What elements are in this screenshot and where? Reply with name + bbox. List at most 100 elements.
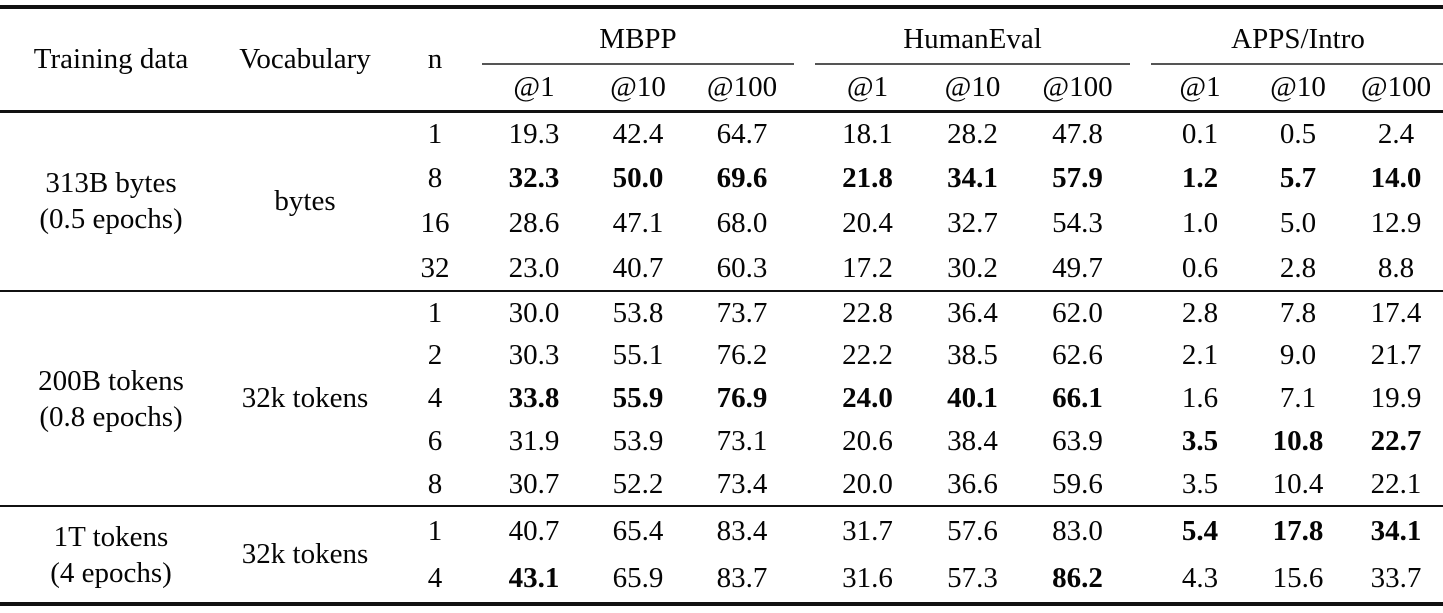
score-cell: 73.7 xyxy=(716,296,768,329)
score-cell: 15.6 xyxy=(1272,562,1324,594)
table-row: 4 43.1 65.9 83.7 31.6 57.3 86.2 4.3 15.6 33.7 xyxy=(0,555,1443,604)
header-gap xyxy=(794,7,815,111)
score-cell: 83.4 xyxy=(716,514,768,547)
score-cell: 66.1 xyxy=(1052,382,1103,414)
score-cell: 83.0 xyxy=(1052,514,1103,547)
score-cell: 7.1 xyxy=(1279,382,1317,414)
training-data-line: (4 epochs) xyxy=(50,556,172,589)
score-cell: 38.4 xyxy=(947,425,998,457)
n-cell: 1 xyxy=(427,514,443,547)
column-gap xyxy=(794,111,815,156)
score-cell: 22.8 xyxy=(842,296,893,329)
col-header-training-data: Training data xyxy=(33,42,189,75)
score-cell: 24.0 xyxy=(842,382,893,414)
score-cell: 34.1 xyxy=(947,162,998,194)
score-cell: 18.1 xyxy=(842,117,893,150)
column-gap xyxy=(1130,463,1151,506)
n-cell: 8 xyxy=(427,162,443,194)
column-gap xyxy=(1130,246,1151,291)
column-gap xyxy=(1130,334,1151,377)
subcol-mbpp-at10: @10 xyxy=(610,70,666,103)
score-cell: 62.0 xyxy=(1052,296,1103,329)
score-cell: 31.9 xyxy=(508,425,560,457)
score-cell: 22.1 xyxy=(1370,467,1422,500)
score-cell: 28.2 xyxy=(947,117,998,150)
score-cell: 83.7 xyxy=(716,562,768,594)
header-group-row: Training data Vocabulary n MBPP HumanEva… xyxy=(0,7,1443,75)
score-cell: 53.9 xyxy=(612,425,664,457)
score-cell: 65.9 xyxy=(612,562,664,594)
subcol-humaneval-at10: @10 xyxy=(944,70,1001,103)
n-cell: 4 xyxy=(427,562,443,594)
score-cell: 21.7 xyxy=(1370,339,1422,371)
score-cell: 2.8 xyxy=(1279,251,1317,284)
score-cell: 52.2 xyxy=(612,467,664,500)
score-cell: 2.1 xyxy=(1181,339,1219,371)
score-cell: 42.4 xyxy=(612,117,664,150)
score-cell: 50.0 xyxy=(612,162,664,194)
score-cell: 17.2 xyxy=(842,251,893,284)
score-cell: 33.7 xyxy=(1370,562,1422,594)
score-cell: 76.2 xyxy=(716,339,768,371)
score-cell: 22.2 xyxy=(842,339,893,371)
score-cell: 22.7 xyxy=(1370,425,1422,457)
table-row: 1T tokens (4 epochs) 32k tokens 1 40.7 65.4 83… xyxy=(0,506,1443,589)
score-cell: 20.4 xyxy=(842,207,893,239)
column-gap xyxy=(794,506,815,555)
subcol-apps-at1: @1 xyxy=(1179,70,1221,103)
column-gap xyxy=(794,291,815,334)
data-block-0: 313B bytes (0.5 epochs) bytes 1 19.3 42.4 64.7… xyxy=(0,111,1443,291)
score-cell: 30.0 xyxy=(508,296,560,329)
table-row: 16 28.6 47.1 68.0 20.4 32.7 54.3 1.0 5.0 12.9 xyxy=(0,201,1443,246)
column-gap xyxy=(794,463,815,506)
score-cell: 0.5 xyxy=(1279,117,1317,150)
header-gap xyxy=(1130,7,1151,111)
score-cell: 32.3 xyxy=(508,162,560,194)
n-cell: 2 xyxy=(427,339,443,371)
score-cell: 33.8 xyxy=(508,382,560,414)
group-header-apps-intro: APPS/Intro xyxy=(1151,7,1443,65)
score-cell: 40.7 xyxy=(612,251,664,284)
col-header-n: n xyxy=(427,42,443,75)
score-cell: 14.0 xyxy=(1370,162,1422,194)
score-cell: 8.8 xyxy=(1377,251,1415,284)
score-cell: 19.9 xyxy=(1370,382,1422,414)
table-row: 6 31.9 53.9 73.1 20.6 38.4 63.9 3.5 10.8 22.7 xyxy=(0,420,1443,463)
n-cell: 16 xyxy=(420,207,450,239)
column-gap xyxy=(1130,111,1151,156)
score-cell: 19.3 xyxy=(508,117,560,150)
score-cell: 12.9 xyxy=(1370,207,1422,239)
column-gap xyxy=(1130,555,1151,604)
vocabulary-cell: bytes xyxy=(274,184,336,217)
data-block-1: 200B tokens (0.8 epochs) 32k tokens 1 30.0 53… xyxy=(0,291,1443,506)
training-data-line: 313B bytes xyxy=(45,167,177,200)
data-block-2: 1T tokens (4 epochs) 32k tokens 1 40.7 65.4 83… xyxy=(0,506,1443,604)
subcol-humaneval-at100: @100 xyxy=(1042,70,1113,103)
table-row: 32 23.0 40.7 60.3 17.2 30.2 49.7 0.6 2.8 8.8 xyxy=(0,246,1443,291)
score-cell: 5.7 xyxy=(1279,162,1317,194)
column-gap xyxy=(794,420,815,463)
column-gap xyxy=(1130,156,1151,201)
score-cell: 1.6 xyxy=(1181,382,1219,414)
subcol-apps-at100: @100 xyxy=(1360,70,1432,103)
column-gap xyxy=(794,246,815,291)
score-cell: 10.4 xyxy=(1272,467,1324,500)
n-cell: 1 xyxy=(427,296,443,329)
score-cell: 47.8 xyxy=(1052,117,1103,150)
column-gap xyxy=(794,334,815,377)
score-cell: 1.2 xyxy=(1181,162,1219,194)
results-table: Training data Vocabulary n MBPP HumanEva… xyxy=(0,5,1443,606)
n-cell: 1 xyxy=(427,117,443,150)
score-cell: 7.8 xyxy=(1279,296,1317,329)
score-cell: 36.6 xyxy=(947,467,998,500)
header-sub-row: @1 @10 @100 @1 @10 @100 @1 @10 @100 xyxy=(0,64,1443,111)
training-data-cell: 313B bytes (0.5 epochs) xyxy=(0,111,222,291)
training-data-line: (0.8 epochs) xyxy=(39,400,183,433)
column-gap xyxy=(794,377,815,420)
score-cell: 64.7 xyxy=(716,117,768,150)
column-gap xyxy=(1130,201,1151,246)
score-cell: 60.3 xyxy=(716,251,768,284)
col-header-vocabulary: Vocabulary xyxy=(239,42,371,75)
column-gap xyxy=(1130,420,1151,463)
table-row: 2 30.3 55.1 76.2 22.2 38.5 62.6 2.1 9.0 21.7 xyxy=(0,334,1443,377)
